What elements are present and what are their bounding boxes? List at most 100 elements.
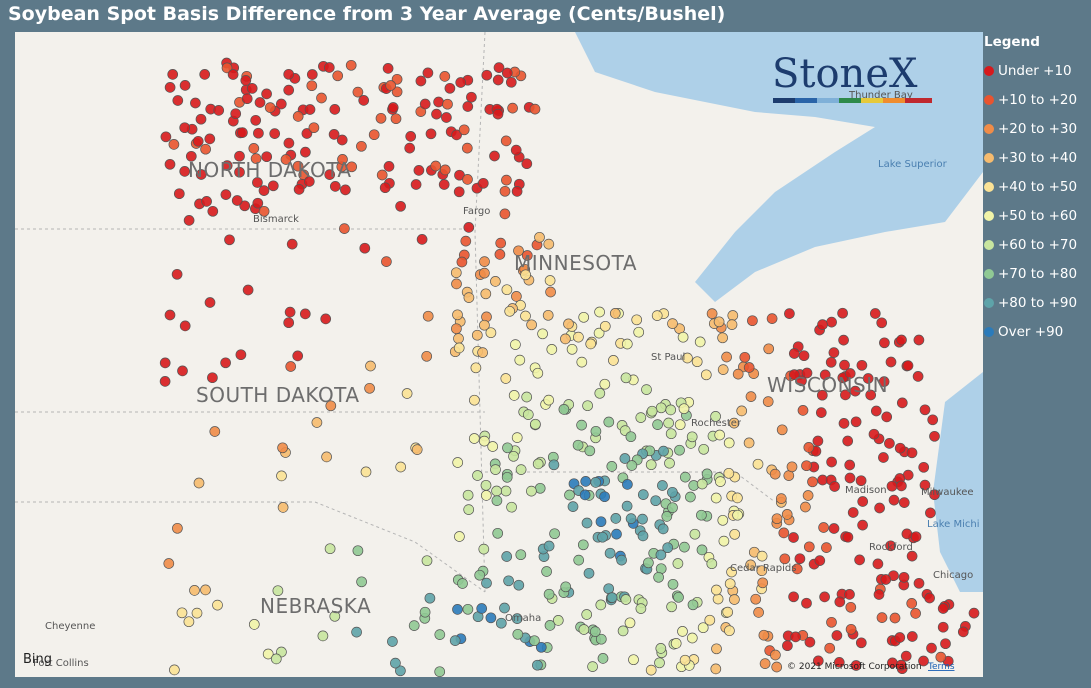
basis-dot[interactable] [183, 215, 195, 226]
basis-dot[interactable] [492, 527, 504, 539]
legend-item[interactable]: +10 to +20 [984, 85, 1091, 114]
basis-dot[interactable] [501, 551, 513, 562]
basis-dot[interactable] [560, 333, 571, 345]
basis-dot[interactable] [729, 528, 741, 540]
basis-dot[interactable] [713, 316, 725, 328]
basis-dot[interactable] [532, 659, 543, 671]
basis-dot[interactable] [635, 603, 647, 614]
basis-dot[interactable] [919, 479, 931, 491]
basis-dot[interactable] [622, 479, 633, 490]
basis-dot[interactable] [645, 459, 657, 471]
basis-dot[interactable] [492, 108, 504, 120]
terms-link[interactable]: Terms [927, 662, 955, 672]
basis-dot[interactable] [599, 378, 611, 390]
basis-dot[interactable] [395, 461, 407, 473]
basis-dot[interactable] [745, 391, 757, 402]
basis-dot[interactable] [706, 558, 718, 570]
basis-dot[interactable] [442, 98, 453, 110]
basis-dot[interactable] [422, 310, 434, 322]
basis-dot[interactable] [619, 453, 631, 464]
basis-dot[interactable] [940, 638, 951, 650]
basis-dot[interactable] [589, 626, 601, 637]
basis-dot[interactable] [593, 327, 605, 339]
basis-dot[interactable] [532, 458, 544, 470]
basis-dot[interactable] [732, 368, 744, 380]
basis-dot[interactable] [252, 197, 264, 209]
basis-dot[interactable] [500, 373, 512, 384]
basis-dot[interactable] [869, 308, 881, 319]
basis-dot[interactable] [829, 481, 840, 492]
basis-dot[interactable] [275, 98, 287, 110]
basis-dot[interactable] [819, 591, 830, 603]
basis-dot[interactable] [845, 601, 857, 613]
basis-dot[interactable] [491, 495, 503, 506]
basis-dot[interactable] [710, 411, 721, 422]
basis-dot[interactable] [590, 477, 602, 488]
basis-dot[interactable] [913, 334, 925, 346]
basis-dot[interactable] [458, 124, 470, 136]
basis-dot[interactable] [172, 95, 184, 106]
basis-dot[interactable] [285, 361, 297, 372]
basis-dot[interactable] [595, 516, 607, 528]
basis-dot[interactable] [451, 278, 462, 290]
basis-dot[interactable] [179, 320, 191, 332]
basis-dot[interactable] [411, 444, 423, 455]
basis-dot[interactable] [655, 549, 667, 561]
basis-dot[interactable] [476, 603, 488, 614]
basis-dot[interactable] [651, 310, 663, 321]
basis-dot[interactable] [828, 347, 840, 358]
basis-dot[interactable] [910, 608, 921, 619]
basis-dot[interactable] [798, 350, 810, 362]
basis-dot[interactable] [501, 67, 513, 79]
basis-dot[interactable] [463, 222, 475, 233]
basis-dot[interactable] [817, 319, 828, 330]
basis-dot[interactable] [221, 160, 233, 171]
basis-dot[interactable] [258, 185, 270, 196]
basis-dot[interactable] [711, 584, 722, 596]
basis-dot[interactable] [514, 354, 526, 366]
basis-dot[interactable] [667, 318, 678, 329]
basis-dot[interactable] [925, 507, 936, 519]
basis-dot[interactable] [855, 637, 867, 649]
basis-dot[interactable] [906, 447, 918, 459]
basis-dot[interactable] [894, 632, 906, 643]
basis-dot[interactable] [283, 84, 295, 96]
basis-dot[interactable] [665, 428, 677, 440]
basis-dot[interactable] [471, 329, 483, 341]
basis-dot[interactable] [365, 360, 376, 372]
basis-dot[interactable] [160, 131, 172, 143]
basis-dot[interactable] [505, 76, 517, 88]
basis-dot[interactable] [900, 650, 912, 662]
basis-dot[interactable] [254, 97, 266, 108]
basis-dot[interactable] [193, 477, 205, 489]
basis-dot[interactable] [164, 82, 176, 93]
basis-dot[interactable] [756, 565, 768, 577]
basis-dot[interactable] [650, 495, 662, 507]
basis-dot[interactable] [408, 620, 420, 631]
basis-dot[interactable] [665, 404, 677, 416]
basis-dot[interactable] [441, 112, 452, 123]
basis-dot[interactable] [724, 625, 735, 637]
basis-dot[interactable] [898, 497, 910, 508]
basis-dot[interactable] [685, 491, 696, 503]
basis-dot[interactable] [492, 74, 504, 86]
basis-dot[interactable] [546, 344, 558, 355]
basis-dot[interactable] [199, 69, 211, 80]
basis-dot[interactable] [164, 309, 176, 321]
basis-dot[interactable] [480, 490, 492, 501]
basis-dot[interactable] [270, 653, 282, 665]
basis-dot[interactable] [564, 489, 575, 501]
basis-dot[interactable] [513, 245, 524, 257]
basis-dot[interactable] [284, 306, 296, 318]
basis-dot[interactable] [842, 531, 854, 543]
basis-dot[interactable] [937, 603, 949, 614]
basis-dot[interactable] [548, 459, 560, 471]
basis-dot[interactable] [179, 122, 191, 134]
basis-dot[interactable] [582, 400, 593, 412]
basis-dot[interactable] [886, 480, 898, 492]
basis-dot[interactable] [758, 629, 770, 641]
basis-dot[interactable] [608, 355, 619, 366]
basis-dot[interactable] [501, 471, 513, 483]
basis-dot[interactable] [460, 235, 472, 247]
basis-dot[interactable] [595, 633, 607, 645]
